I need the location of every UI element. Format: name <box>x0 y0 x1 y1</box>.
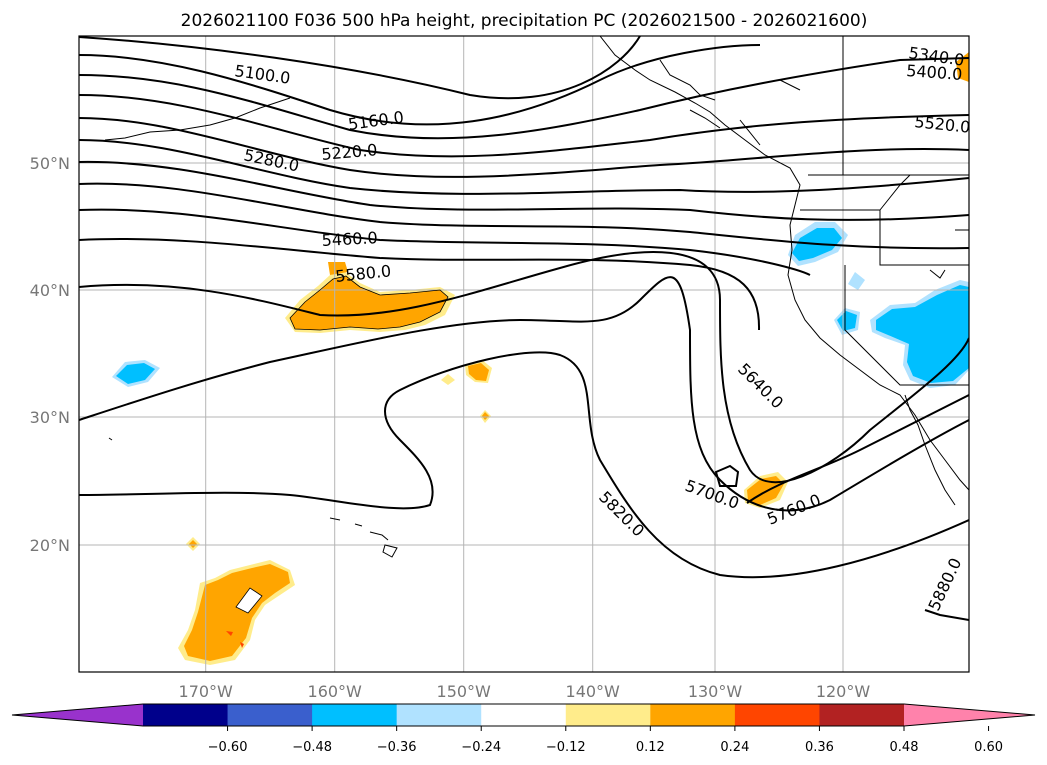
colorbar-outline <box>11 703 1036 727</box>
colorbar-bin <box>312 704 398 726</box>
height-contours <box>79 36 969 621</box>
colorbar-tick-label: 0.12 <box>636 740 665 755</box>
colorbar-extend-high <box>904 704 1035 726</box>
lat-tick-label: 50°N <box>30 154 70 173</box>
longitude-ticks: 170°W 160°W 150°W 140°W 130°W 120°W <box>179 682 871 701</box>
precip-negative-anomalies <box>112 222 969 388</box>
lon-tick-label: 160°W <box>308 682 363 701</box>
map-border <box>78 35 970 673</box>
contour-labels: 5100.0 5160.0 5220.0 5280.0 5340.0 5400.… <box>233 43 971 614</box>
colorbar-bin <box>143 704 229 726</box>
colorbar-tick-label: −0.12 <box>546 740 586 755</box>
lat-tick-label: 20°N <box>30 536 70 555</box>
colorbar-bin <box>481 704 567 726</box>
colorbar-tick-label: 0.60 <box>974 740 1003 755</box>
colorbar-bin <box>227 704 313 726</box>
colorbar-tick-label: −0.24 <box>461 740 501 755</box>
colorbar-tick-label: 0.48 <box>890 740 919 755</box>
colorbar: −0.60 −0.48 −0.36 −0.24 −0.12 0.12 0.24 0.36 0.4… <box>11 703 1036 755</box>
figure-title: 2026021100 F036 500 hPa height, precipit… <box>181 11 868 31</box>
colorbar-bin <box>650 704 736 726</box>
lon-tick-label: 120°W <box>816 682 871 701</box>
colorbar-extend-low <box>12 704 143 726</box>
contour-label: 5460.0 <box>321 228 378 250</box>
colorbar-tick-label: 0.24 <box>720 740 749 755</box>
colorbar-tick-label: 0.36 <box>805 740 834 755</box>
colorbar-bin <box>565 704 651 726</box>
lat-tick-label: 30°N <box>30 408 70 427</box>
colorbar-bin <box>819 704 905 726</box>
lon-tick-label: 140°W <box>566 682 621 701</box>
lon-tick-label: 130°W <box>688 682 743 701</box>
precip-positive-anomalies <box>178 52 969 665</box>
colorbar-tick-label: −0.60 <box>208 740 248 755</box>
lon-tick-label: 170°W <box>179 682 234 701</box>
latitude-ticks: 50°N 40°N 30°N 20°N <box>30 154 70 555</box>
colorbar-bin <box>396 704 482 726</box>
contour-label: 5400.0 <box>906 61 963 84</box>
lon-tick-label: 150°W <box>437 682 492 701</box>
colorbar-tick-label: −0.36 <box>377 740 417 755</box>
lat-tick-label: 40°N <box>30 281 70 300</box>
colorbar-bin <box>734 704 820 726</box>
contour-label: 5220.0 <box>321 140 378 164</box>
colorbar-tick-label: −0.48 <box>292 740 332 755</box>
